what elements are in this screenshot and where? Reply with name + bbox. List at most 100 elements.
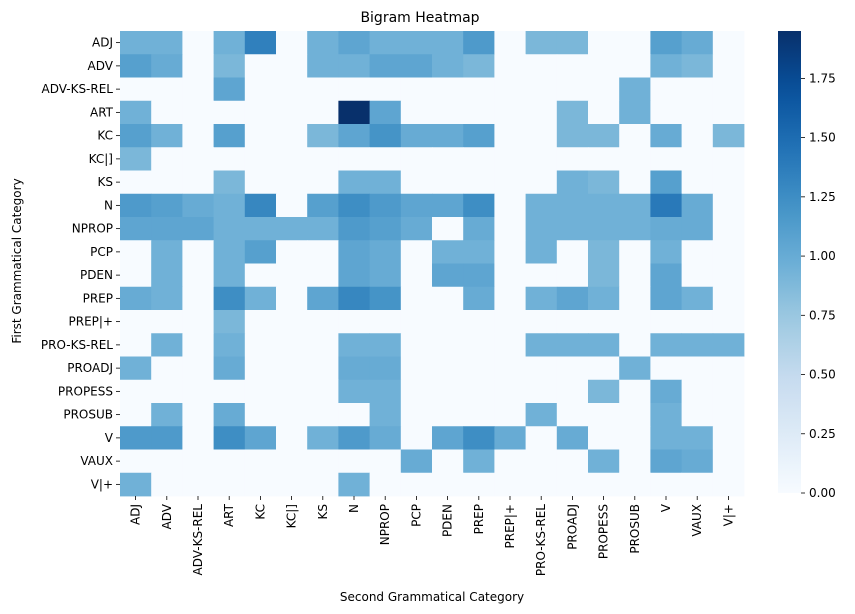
- y-tick-label: VAUX: [80, 454, 113, 468]
- heatmap-cell: [556, 449, 589, 474]
- x-tick-label: PREP|+: [503, 504, 517, 549]
- heatmap-cell: [120, 124, 152, 148]
- heatmap-cell: [307, 263, 339, 288]
- colorbar-tick-label: 1.50: [809, 131, 836, 145]
- heatmap-cell: [588, 217, 620, 241]
- heatmap-cell: [525, 54, 558, 78]
- heatmap-cell: [400, 379, 433, 404]
- heatmap-cell: [338, 286, 370, 311]
- heatmap-cell: [712, 124, 745, 148]
- heatmap-cell: [432, 147, 464, 171]
- heatmap-cell: [244, 54, 277, 78]
- heatmap-cell: [182, 310, 214, 334]
- heatmap-cell: [120, 54, 152, 78]
- y-tick-label: V|+: [91, 477, 113, 491]
- heatmap-cell: [276, 286, 308, 311]
- heatmap-cell: [494, 193, 526, 218]
- heatmap-cell: [463, 263, 495, 288]
- heatmap-cell: [307, 170, 339, 195]
- heatmap-cell: [120, 193, 152, 218]
- heatmap-cell: [556, 124, 589, 148]
- heatmap-cell: [588, 100, 620, 125]
- heatmap-cell: [182, 449, 214, 474]
- heatmap-cell: [276, 449, 308, 474]
- heatmap-cell: [650, 379, 682, 404]
- heatmap-cell: [712, 193, 745, 218]
- heatmap-cell: [432, 263, 464, 288]
- heatmap-cell: [213, 31, 246, 55]
- x-tick-label: PDEN: [441, 504, 455, 537]
- heatmap-cell: [369, 77, 402, 102]
- y-tick-label: PROADJ: [67, 361, 113, 375]
- heatmap-cell: [432, 286, 464, 311]
- heatmap-cell: [556, 263, 589, 288]
- heatmap-cell: [432, 77, 464, 102]
- heatmap-cell: [213, 77, 246, 102]
- heatmap-cell: [369, 124, 402, 148]
- heatmap-cell: [400, 77, 433, 102]
- x-tick-label: VAUX: [690, 504, 704, 537]
- heatmap-cell: [494, 147, 526, 171]
- heatmap-cell: [151, 100, 183, 125]
- heatmap-cell: [650, 240, 682, 264]
- heatmap-cell: [525, 426, 558, 450]
- heatmap-cell: [151, 170, 183, 195]
- y-tick-label: ADV: [88, 59, 114, 73]
- heatmap-cell: [681, 472, 714, 497]
- heatmap-cell: [338, 263, 370, 288]
- heatmap-cell: [400, 100, 433, 125]
- heatmap-cell: [338, 333, 370, 357]
- heatmap-cell: [494, 217, 526, 241]
- heatmap-cell: [712, 240, 745, 264]
- heatmap-cell: [151, 379, 183, 404]
- heatmap-cell: [525, 147, 558, 171]
- heatmap-cell: [556, 217, 589, 241]
- heatmap-cell: [120, 170, 152, 195]
- heatmap-cell: [244, 403, 277, 427]
- heatmap-cell: [712, 170, 745, 195]
- heatmap-cell: [244, 286, 277, 311]
- heatmap-cell: [432, 426, 464, 450]
- heatmap-cell: [650, 403, 682, 427]
- heatmap-cell: [588, 193, 620, 218]
- heatmap-cell: [151, 472, 183, 497]
- y-tick-label: ADJ: [92, 36, 113, 50]
- heatmap-cell: [338, 193, 370, 218]
- heatmap-cell: [556, 426, 589, 450]
- heatmap-cell: [650, 100, 682, 125]
- heatmap-cell: [494, 31, 526, 55]
- heatmap-cell: [494, 240, 526, 264]
- heatmap-cell: [151, 54, 183, 78]
- heatmap-cell: [244, 310, 277, 334]
- heatmap-cell: [681, 124, 714, 148]
- heatmap-cell: [619, 54, 651, 78]
- heatmap-cell: [619, 100, 651, 125]
- y-tick-label: PDEN: [80, 268, 113, 282]
- heatmap-cell: [588, 333, 620, 357]
- x-tick-label: N: [347, 504, 361, 513]
- heatmap-cell: [463, 54, 495, 78]
- heatmap-cell: [463, 240, 495, 264]
- heatmap-cell: [650, 356, 682, 381]
- heatmap-cell: [182, 379, 214, 404]
- heatmap-cell: [338, 54, 370, 78]
- heatmap-cell: [494, 263, 526, 288]
- heatmap-cell: [556, 147, 589, 171]
- heatmap-cell: [681, 286, 714, 311]
- heatmap-cell: [213, 379, 246, 404]
- heatmap-cell: [650, 310, 682, 334]
- heatmap-cell: [619, 449, 651, 474]
- heatmap-cell: [619, 77, 651, 102]
- heatmap-cell: [619, 31, 651, 55]
- heatmap-cell: [276, 147, 308, 171]
- heatmap-cell: [432, 124, 464, 148]
- colorbar-tick-label: 0.50: [809, 368, 836, 382]
- heatmap-cell: [244, 356, 277, 381]
- heatmap-cell: [463, 333, 495, 357]
- heatmap-cell: [432, 449, 464, 474]
- heatmap-cell: [588, 31, 620, 55]
- heatmap-cell: [525, 100, 558, 125]
- heatmap-cell: [120, 379, 152, 404]
- heatmap-cell: [650, 147, 682, 171]
